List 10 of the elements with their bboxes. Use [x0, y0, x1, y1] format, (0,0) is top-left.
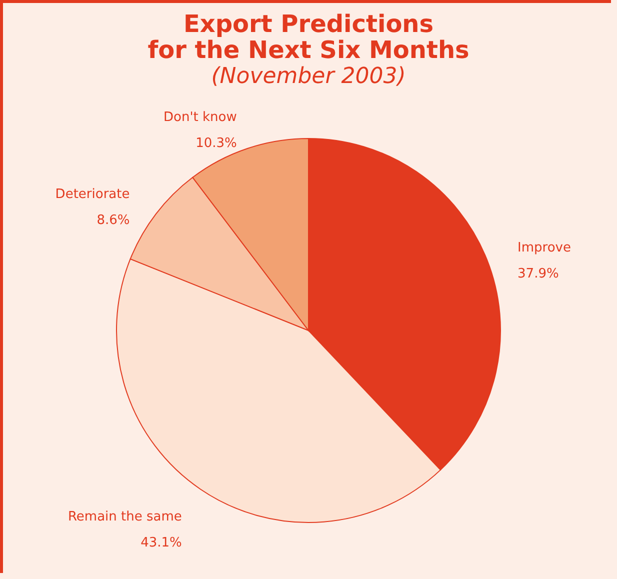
slice-label: Don't know — [164, 110, 238, 126]
data-label: 8.6% — [96, 212, 130, 228]
slice-label: Improve — [518, 240, 572, 256]
slice-label: Remain the same — [68, 510, 182, 525]
chart-title: Export Predictions for the Next Six Months — [148, 10, 470, 64]
data-label: 37.9% — [518, 266, 559, 282]
data-label: 43.1% — [140, 536, 182, 551]
chart-subtitle: (November 2003) — [211, 64, 406, 89]
slice-label: Deteriorate — [55, 186, 130, 202]
data-label: 10.3% — [196, 136, 237, 152]
